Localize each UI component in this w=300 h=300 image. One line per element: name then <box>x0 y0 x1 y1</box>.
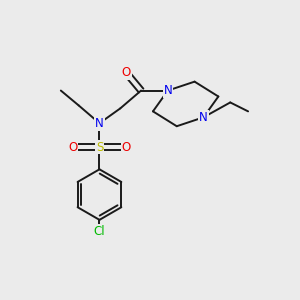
Text: N: N <box>95 117 104 130</box>
Text: O: O <box>68 140 77 154</box>
Text: S: S <box>96 140 103 154</box>
Text: N: N <box>164 84 172 97</box>
Text: N: N <box>199 111 208 124</box>
Text: Cl: Cl <box>94 225 105 238</box>
Text: O: O <box>122 66 131 79</box>
Text: O: O <box>122 140 131 154</box>
